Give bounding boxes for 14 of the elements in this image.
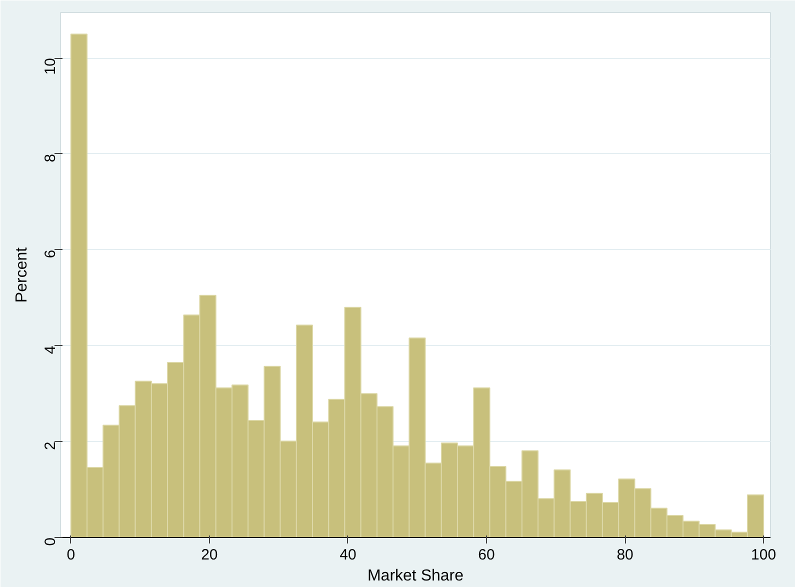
x-tick-label: 60 xyxy=(478,546,495,564)
x-tick-label: 40 xyxy=(340,546,356,564)
y-tick-label: 2 xyxy=(42,442,59,450)
x-tick-label: 20 xyxy=(201,546,218,564)
y-tick-label: 4 xyxy=(42,346,59,354)
y-tick-label: 10 xyxy=(42,58,59,75)
y-tick-label: 6 xyxy=(42,250,59,258)
x-tick-label: 80 xyxy=(616,546,634,564)
y-axis-title: Percent xyxy=(14,246,30,303)
y-tick-label: 0 xyxy=(42,538,59,546)
y-tick-label: 8 xyxy=(42,154,59,162)
x-axis-title: Market Share xyxy=(367,568,464,584)
x-tick-label: 0 xyxy=(66,546,76,564)
x-tick-label: 100 xyxy=(751,546,776,564)
